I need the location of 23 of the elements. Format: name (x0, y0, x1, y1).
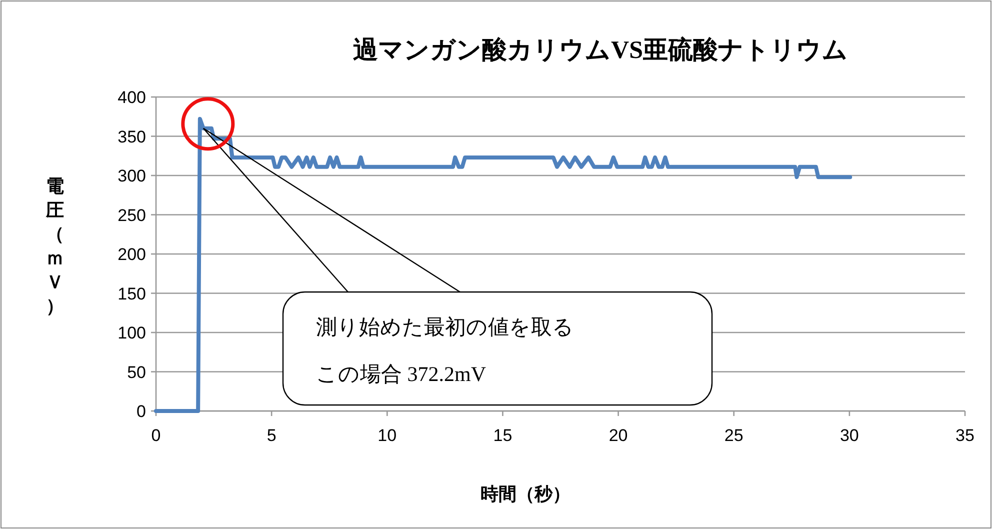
x-tick-label: 35 (956, 426, 974, 445)
y-axis-title: 電圧（ｍＶ） (45, 176, 64, 316)
x-tick-label: 20 (608, 426, 628, 445)
x-tick-label: 25 (724, 426, 744, 445)
y-tick-label: 400 (118, 88, 146, 107)
y-tick-label: 350 (118, 127, 146, 146)
x-tick-label: 5 (266, 426, 276, 445)
annotation: 測り始めた最初の値を取る (316, 315, 574, 339)
chart-title: 過マンガン酸カリウムVS亜硫酸ナトリウム (353, 36, 848, 64)
y-tick-label: 100 (118, 324, 146, 342)
line-series (154, 116, 852, 413)
y-tick-label: 50 (127, 362, 146, 382)
annotation: この場合 372.2mV (316, 362, 486, 386)
y-tick-label: 0 (136, 402, 146, 421)
y-tick-label: 300 (118, 166, 146, 186)
y-tick-label: 200 (118, 245, 146, 264)
x-tick-label: 10 (378, 426, 397, 445)
x-tick-label: 30 (840, 426, 859, 445)
x-tick-label: 15 (493, 426, 512, 445)
x-axis-title: 時間（秒） (480, 484, 570, 504)
y-tick-label: 150 (118, 284, 146, 304)
x-tick-label: 0 (151, 426, 161, 445)
y-tick-label: 250 (118, 206, 146, 225)
